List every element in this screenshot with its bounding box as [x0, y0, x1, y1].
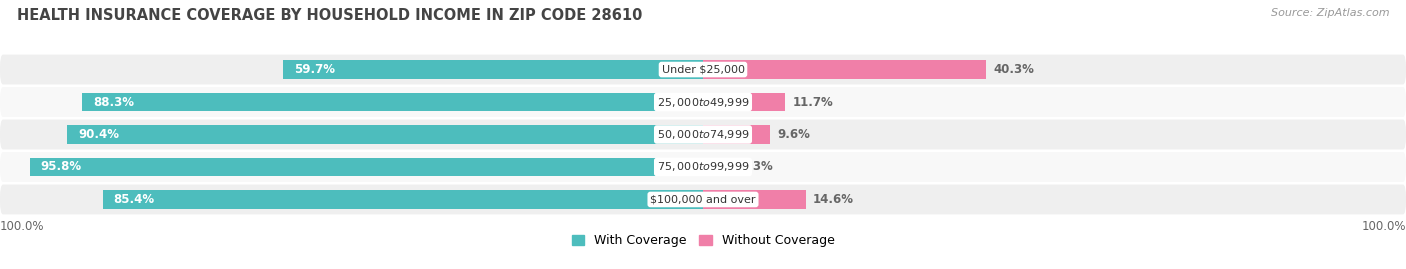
Bar: [703, 190, 806, 209]
Bar: [703, 158, 734, 176]
Bar: [82, 93, 703, 111]
Text: $75,000 to $99,999: $75,000 to $99,999: [657, 161, 749, 174]
Text: 90.4%: 90.4%: [77, 128, 120, 141]
Bar: [103, 190, 703, 209]
FancyBboxPatch shape: [0, 152, 1406, 182]
Text: Under $25,000: Under $25,000: [661, 65, 745, 75]
Text: $100,000 and over: $100,000 and over: [650, 194, 756, 204]
Bar: [703, 125, 770, 144]
Text: HEALTH INSURANCE COVERAGE BY HOUSEHOLD INCOME IN ZIP CODE 28610: HEALTH INSURANCE COVERAGE BY HOUSEHOLD I…: [17, 8, 643, 23]
Legend: With Coverage, Without Coverage: With Coverage, Without Coverage: [567, 229, 839, 252]
Text: $50,000 to $74,999: $50,000 to $74,999: [657, 128, 749, 141]
Text: 85.4%: 85.4%: [112, 193, 155, 206]
Text: 9.6%: 9.6%: [778, 128, 810, 141]
Bar: [283, 60, 703, 79]
Text: $25,000 to $49,999: $25,000 to $49,999: [657, 95, 749, 108]
Text: 59.7%: 59.7%: [294, 63, 335, 76]
FancyBboxPatch shape: [0, 87, 1406, 117]
Bar: [703, 60, 987, 79]
Bar: [67, 125, 703, 144]
Text: Source: ZipAtlas.com: Source: ZipAtlas.com: [1271, 8, 1389, 18]
FancyBboxPatch shape: [0, 55, 1406, 84]
Bar: [30, 158, 703, 176]
Text: 4.3%: 4.3%: [741, 161, 773, 174]
Text: 88.3%: 88.3%: [93, 95, 134, 108]
Text: 11.7%: 11.7%: [793, 95, 832, 108]
Text: 14.6%: 14.6%: [813, 193, 853, 206]
Text: 100.0%: 100.0%: [0, 220, 45, 233]
Text: 40.3%: 40.3%: [993, 63, 1035, 76]
Text: 95.8%: 95.8%: [41, 161, 82, 174]
Text: 100.0%: 100.0%: [1361, 220, 1406, 233]
Bar: [703, 93, 785, 111]
FancyBboxPatch shape: [0, 185, 1406, 214]
FancyBboxPatch shape: [0, 119, 1406, 150]
